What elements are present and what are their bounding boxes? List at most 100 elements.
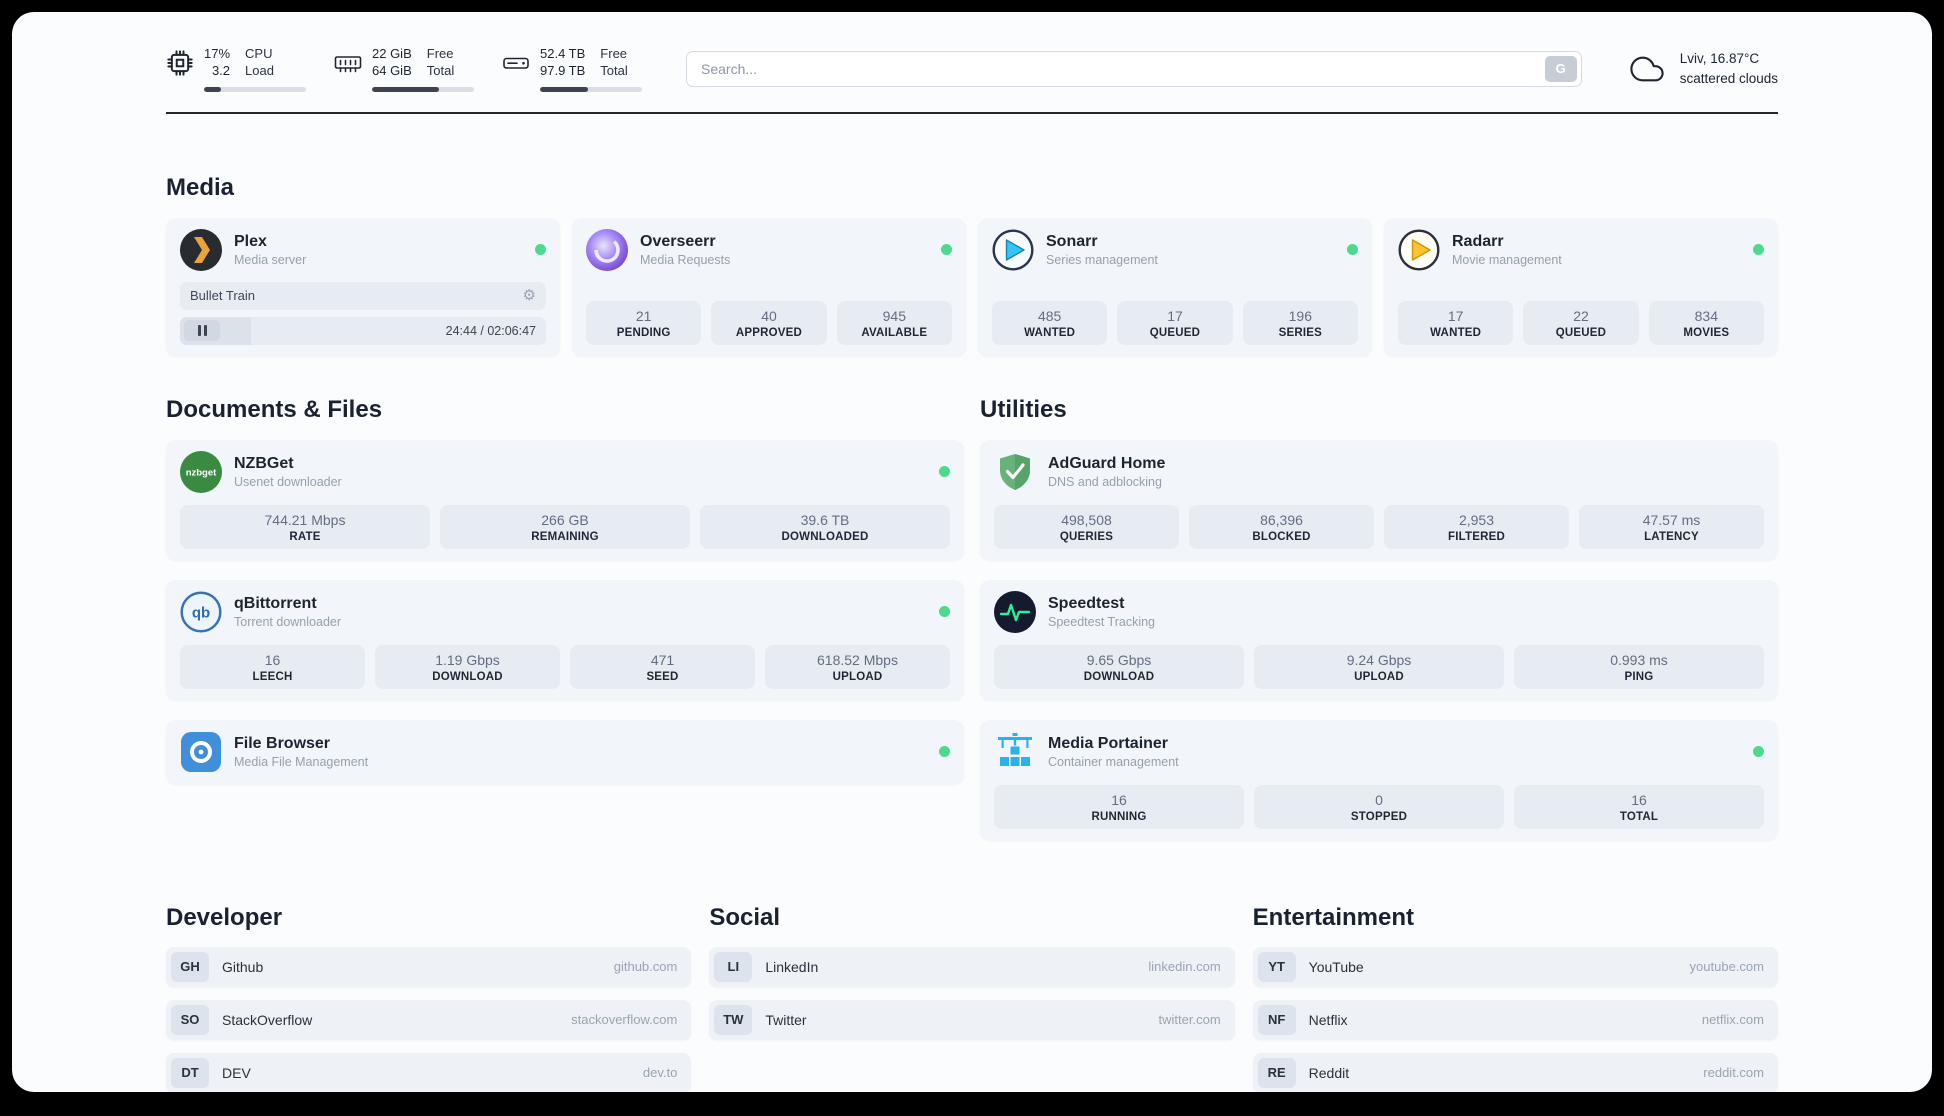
app-subtitle: Media server [234, 252, 307, 267]
app-subtitle: Series management [1046, 252, 1158, 267]
link-linkedin[interactable]: LI LinkedIn linkedin.com [709, 946, 1235, 987]
cpu-load-value: 3.2 [211, 62, 231, 78]
storage-free-label: Free [600, 46, 628, 61]
stat-box: 618.52 Mbps UPLOAD [765, 644, 950, 689]
stat-box: 0 STOPPED [1254, 784, 1504, 829]
playback-progress-bar[interactable]: 24:44 / 02:06:47 [180, 316, 546, 345]
link-stackoverflow[interactable]: SO StackOverflow stackoverflow.com [166, 999, 692, 1040]
radarr-card[interactable]: Radarr Movie management 17 WANTED 22 QUE… [1384, 217, 1778, 356]
playback-time: 24:44 / 02:06:47 [445, 323, 536, 338]
stat-box: 498,508 QUERIES [994, 504, 1179, 549]
link-name: Twitter [765, 1011, 807, 1028]
media-grid: Plex Media server Bullet Train ⚙ 24:44 /… [166, 217, 1778, 356]
link-github[interactable]: GH Github github.com [166, 946, 692, 987]
nzbget-card[interactable]: nzbget NZBGet Usenet downloader 744.21 M… [166, 439, 964, 560]
disk-icon [502, 49, 530, 77]
stat-box: 0.993 ms PING [1514, 644, 1764, 689]
stat-box: 17 QUEUED [1117, 300, 1233, 345]
section-title-developer: Developer [166, 903, 283, 931]
app-subtitle: Torrent downloader [234, 614, 342, 629]
stat-box: 266 GB REMAINING [440, 504, 690, 549]
app-name: AdGuard Home [1048, 454, 1166, 472]
portainer-card[interactable]: Media Portainer Container management 16 … [980, 719, 1778, 840]
link-name: DEV [222, 1064, 251, 1081]
app-subtitle: Media Requests [640, 252, 731, 267]
link-url: github.com [613, 959, 678, 975]
app-name: Plex [234, 232, 267, 250]
weather-condition: scattered clouds [1679, 70, 1778, 86]
sonarr-icon [992, 229, 1034, 271]
plex-card[interactable]: Plex Media server Bullet Train ⚙ 24:44 /… [166, 217, 560, 356]
cpu-label: CPU [245, 46, 273, 61]
dashboard-panel: 17% 3.2 CPU Load [12, 12, 1932, 1092]
entertainment-column: Entertainment YT YouTube youtube.com NF … [1252, 903, 1778, 1092]
adguard-card[interactable]: AdGuard Home DNS and adblocking 498,508 … [980, 439, 1778, 560]
stat-box: 22 QUEUED [1523, 300, 1639, 345]
app-subtitle: DNS and adblocking [1048, 474, 1162, 489]
link-name: YouTube [1308, 958, 1364, 975]
app-name: Sonarr [1046, 232, 1098, 250]
link-badge: DT [171, 1057, 209, 1088]
track-title: Bullet Train [190, 288, 256, 304]
cpu-usage-value: 17% [204, 46, 231, 61]
stat-box: 16 RUNNING [994, 784, 1244, 829]
link-badge: LI [714, 951, 753, 982]
stat-box: 16 LEECH [180, 644, 365, 689]
link-badge: GH [171, 951, 209, 982]
status-dot [535, 244, 546, 256]
link-name: StackOverflow [222, 1011, 313, 1028]
cloud-icon [1626, 52, 1668, 86]
stat-box: 834 MOVIES [1648, 300, 1764, 345]
documents-column: Documents & Files nzbget NZBGet Usenet d… [166, 396, 964, 784]
storage-total-label: Total [600, 62, 628, 78]
section-title-entertainment: Entertainment [1252, 903, 1415, 931]
app-subtitle: Usenet downloader [234, 474, 342, 489]
stat-box: 9.65 Gbps DOWNLOAD [994, 644, 1244, 689]
app-name: File Browser [234, 734, 331, 752]
section-title-documents: Documents & Files [166, 395, 383, 423]
qbittorrent-card[interactable]: qb qBittorrent Torrent downloader [166, 579, 964, 700]
link-twitter[interactable]: TW Twitter twitter.com [709, 999, 1235, 1040]
cpu-icon [166, 49, 194, 77]
app-subtitle: Media File Management [234, 754, 369, 769]
stat-box: 485 WANTED [992, 300, 1108, 345]
top-bar: 17% 3.2 CPU Load [166, 12, 1778, 92]
stat-box: 17 WANTED [1398, 300, 1514, 345]
app-subtitle: Container management [1048, 754, 1179, 769]
speedtest-card[interactable]: Speedtest Speedtest Tracking 9.65 Gbps D… [980, 579, 1778, 700]
memory-total-value: 64 GiB [372, 62, 412, 78]
link-name: Github [222, 958, 264, 975]
search-engine-button[interactable]: G [1544, 55, 1577, 82]
adguard-icon [994, 451, 1036, 493]
link-netflix[interactable]: NF Netflix netflix.com [1252, 999, 1778, 1040]
stat-box: 40 APPROVED [711, 300, 827, 345]
search-input[interactable] [686, 50, 1582, 87]
pause-button[interactable] [184, 320, 220, 342]
storage-free-value: 52.4 TB [540, 46, 586, 61]
storage-stat: 52.4 TB 97.9 TB Free Total [502, 46, 642, 92]
weather-widget: Lviv, 16.87°C scattered clouds [1626, 49, 1778, 90]
app-name: NZBGet [234, 454, 294, 472]
section-title-social: Social [709, 903, 781, 931]
link-badge: YT [1257, 951, 1296, 982]
link-url: stackoverflow.com [571, 1012, 678, 1028]
stat-box: 744.21 Mbps RATE [180, 504, 430, 549]
link-youtube[interactable]: YT YouTube youtube.com [1252, 946, 1778, 987]
link-dev[interactable]: DT DEV dev.to [166, 1052, 692, 1092]
filebrowser-card[interactable]: File Browser Media File Management [166, 719, 964, 784]
link-url: linkedin.com [1148, 959, 1221, 975]
link-url: reddit.com [1703, 1065, 1764, 1081]
gear-icon[interactable]: ⚙ [522, 287, 536, 305]
sonarr-card[interactable]: Sonarr Series management 485 WANTED 17 Q… [978, 217, 1372, 356]
filebrowser-icon [180, 731, 222, 773]
radarr-icon [1398, 229, 1440, 271]
status-dot [939, 466, 950, 478]
link-reddit[interactable]: RE Reddit reddit.com [1252, 1052, 1778, 1092]
overseerr-card[interactable]: Overseerr Media Requests 21 PENDING 40 A… [572, 217, 966, 356]
stat-box: 21 PENDING [586, 300, 702, 345]
status-dot [939, 746, 950, 758]
ram-icon [334, 49, 362, 77]
memory-total-label: Total [426, 62, 455, 78]
developer-column: Developer GH Github github.com SO StackO… [166, 903, 692, 1092]
plex-icon [180, 228, 222, 271]
